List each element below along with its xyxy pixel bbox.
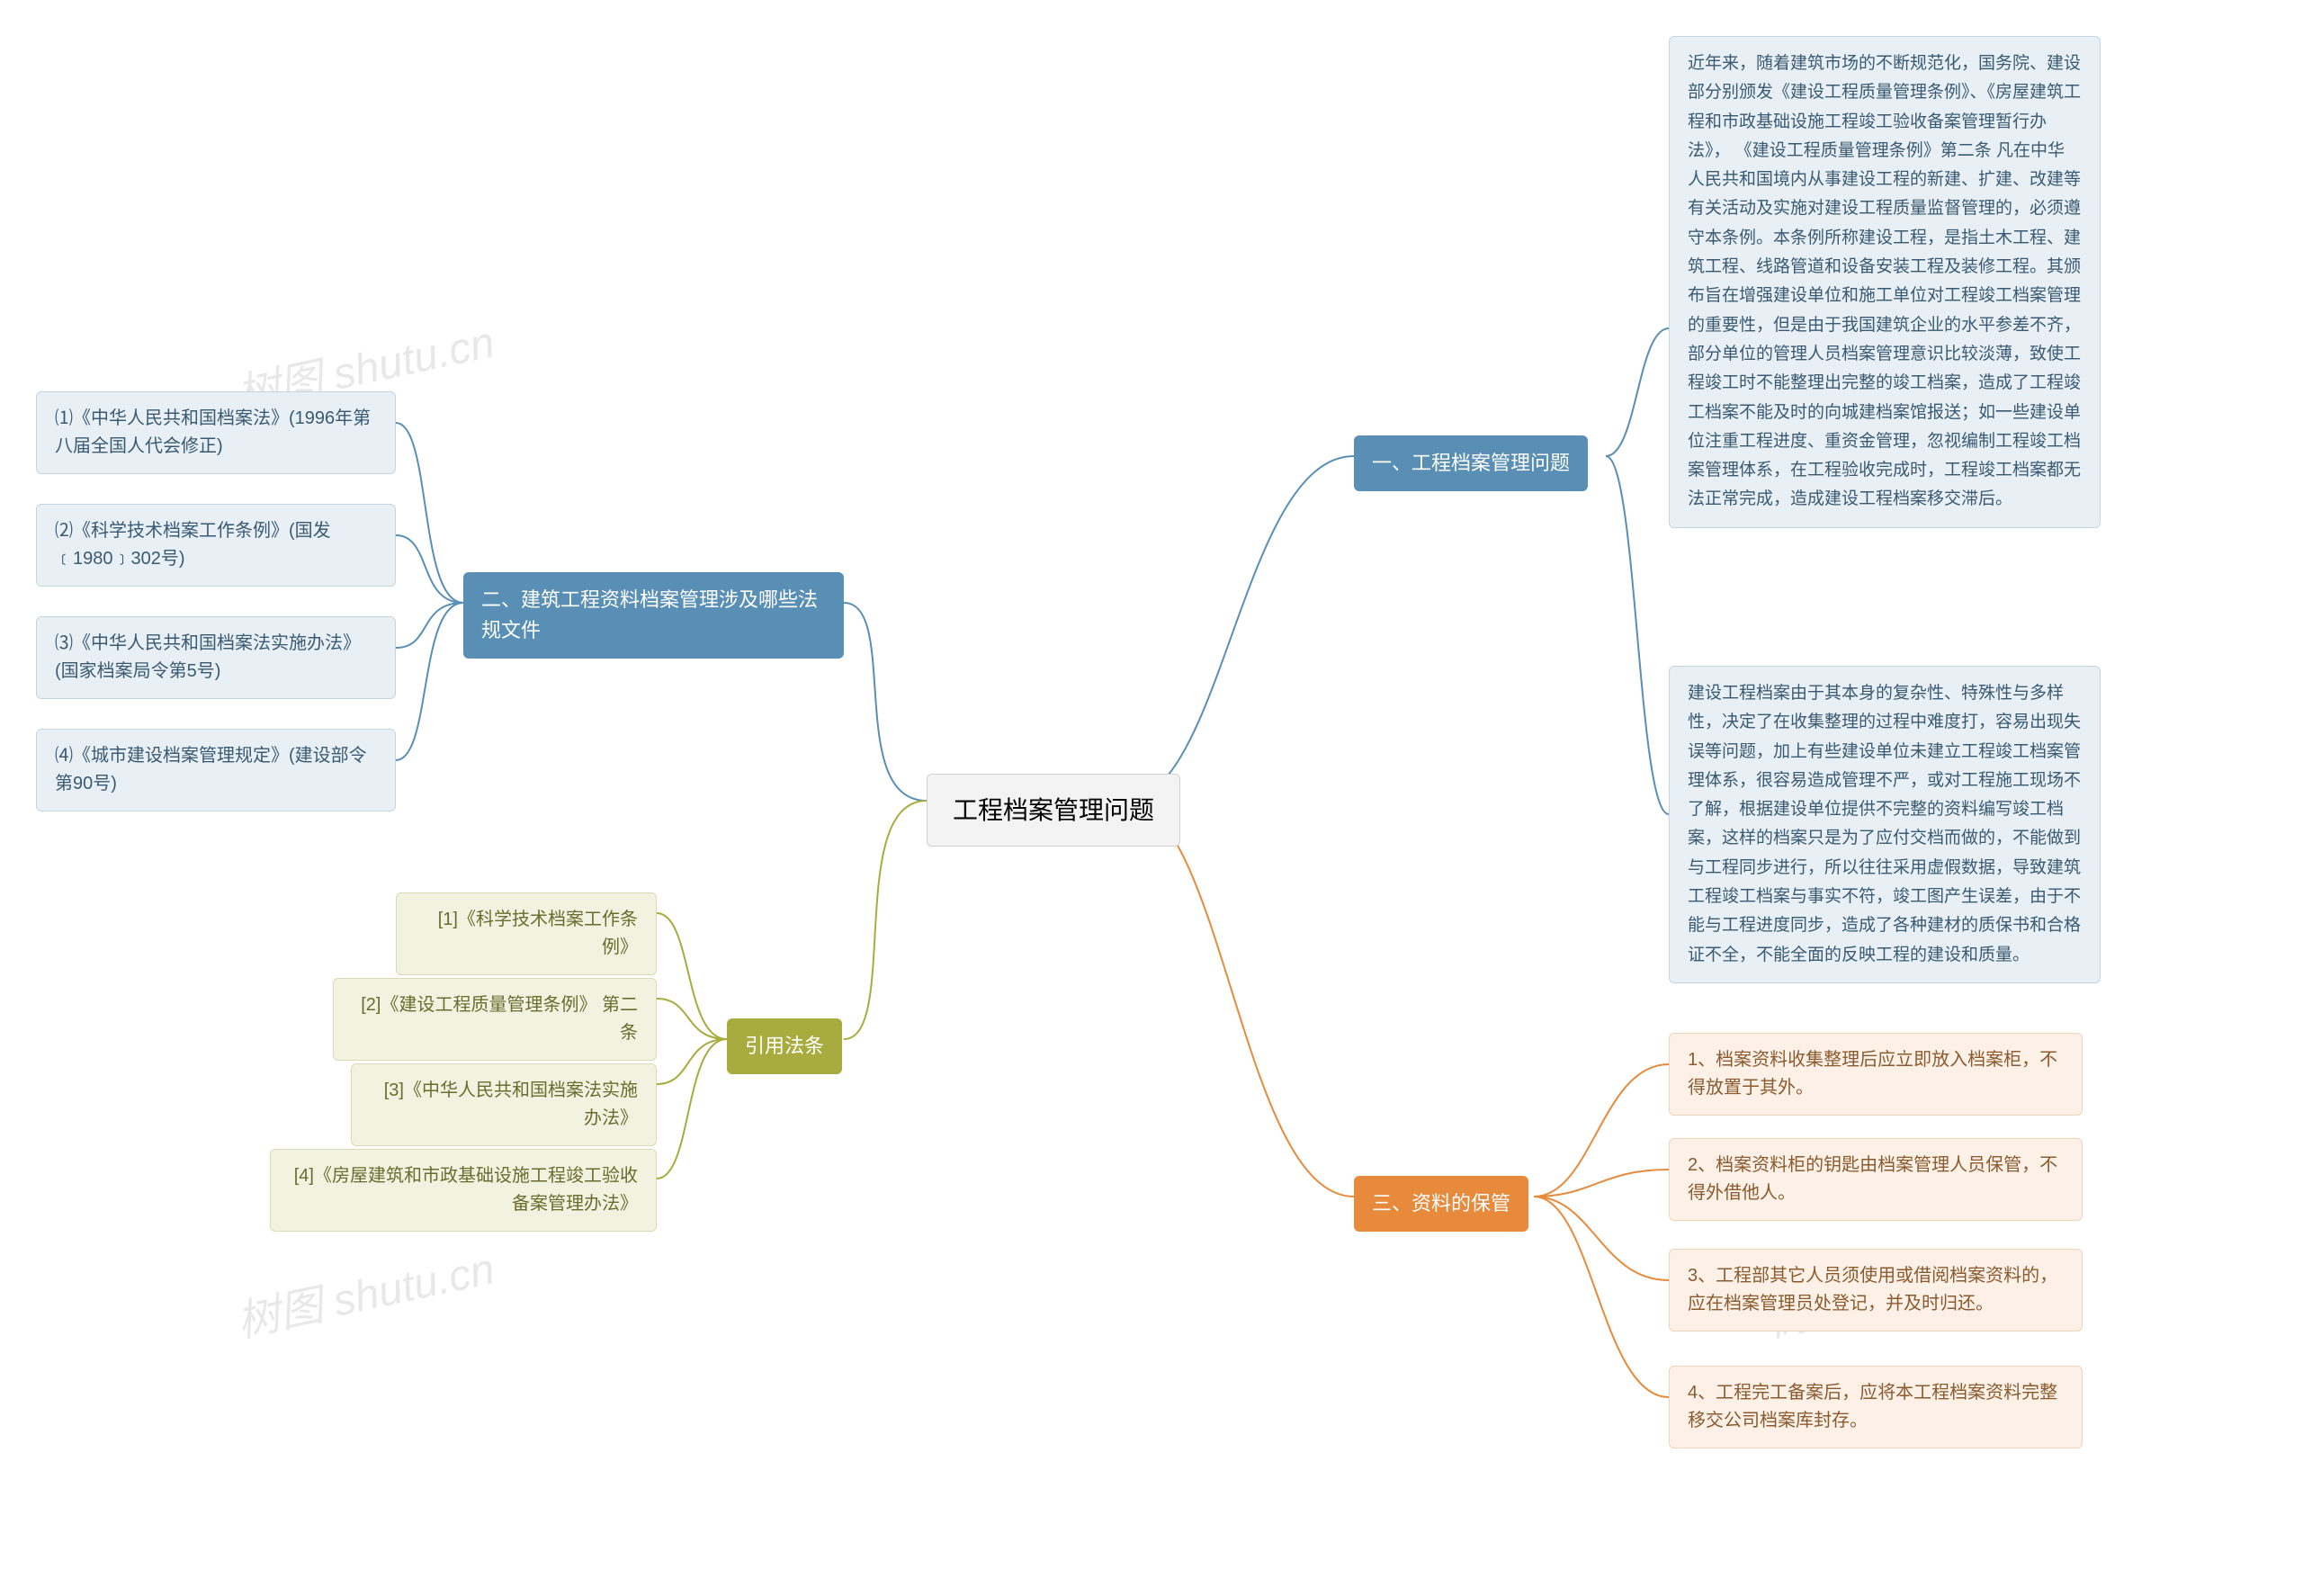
mindmap-root: 工程档案管理问题 bbox=[927, 774, 1180, 847]
branch-two-child-1: ⑵《科学技术档案工作条例》(国发﹝1980﹞302号) bbox=[36, 504, 396, 587]
branch-two-child-0: ⑴《中华人民共和国档案法》(1996年第八届全国人代会修正) bbox=[36, 391, 396, 474]
branch-refs: 引用法条 bbox=[727, 1018, 842, 1074]
branch-three: 三、资料的保管 bbox=[1354, 1176, 1528, 1232]
branch-refs-child-1: [2]《建设工程质量管理条例》 第二条 bbox=[333, 978, 657, 1061]
branch-three-child-3: 4、工程完工备案后，应将本工程档案资料完整移交公司档案库封存。 bbox=[1669, 1366, 2083, 1448]
branch-two-child-2: ⑶《中华人民共和国档案法实施办法》(国家档案局令第5号) bbox=[36, 616, 396, 699]
branch-refs-child-3: [4]《房屋建筑和市政基础设施工程竣工验收备案管理办法》 bbox=[270, 1149, 657, 1232]
branch-three-child-2: 3、工程部其它人员须使用或借阅档案资料的，应在档案管理员处登记，并及时归还。 bbox=[1669, 1249, 2083, 1331]
branch-three-child-1: 2、档案资料柜的钥匙由档案管理人员保管，不得外借他人。 bbox=[1669, 1138, 2083, 1221]
branch-one-child-1: 建设工程档案由于其本身的复杂性、特殊性与多样性，决定了在收集整理的过程中难度打，… bbox=[1669, 666, 2101, 983]
branch-two-child-3: ⑷《城市建设档案管理规定》(建设部令第90号) bbox=[36, 729, 396, 811]
branch-one: 一、工程档案管理问题 bbox=[1354, 435, 1588, 491]
watermark: 树图 shutu.cn bbox=[230, 1233, 499, 1349]
branch-refs-child-2: [3]《中华人民共和国档案法实施办法》 bbox=[351, 1063, 657, 1146]
branch-two: 二、建筑工程资料档案管理涉及哪些法规文件 bbox=[463, 572, 844, 659]
branch-three-child-0: 1、档案资料收集整理后应立即放入档案柜，不得放置于其外。 bbox=[1669, 1033, 2083, 1116]
branch-one-child-0: 近年来，随着建筑市场的不断规范化，国务院、建设部分别颁发《建设工程质量管理条例》… bbox=[1669, 36, 2101, 528]
branch-refs-child-0: [1]《科学技术档案工作条例》 bbox=[396, 892, 657, 975]
